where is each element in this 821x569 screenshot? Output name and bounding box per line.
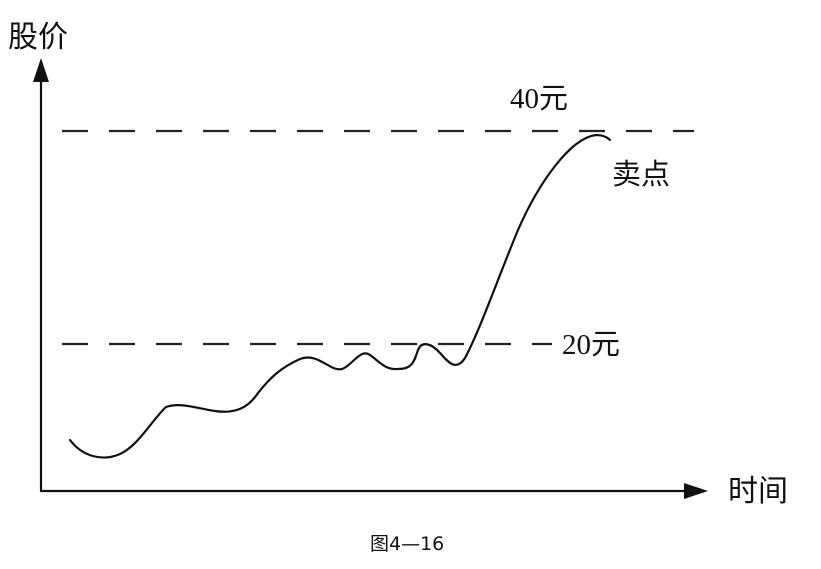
y-axis-label: 股价 <box>8 20 68 55</box>
sell-point-label: 卖点 <box>612 157 670 191</box>
x-axis-arrow <box>684 483 708 499</box>
level-label-40: 40元 <box>510 83 568 115</box>
y-axis-arrow <box>33 58 49 82</box>
level-label-20: 20元 <box>562 329 620 361</box>
figure-caption: 图4—16 <box>370 533 444 555</box>
price-curve <box>68 133 612 459</box>
x-axis-label: 时间 <box>728 474 788 509</box>
